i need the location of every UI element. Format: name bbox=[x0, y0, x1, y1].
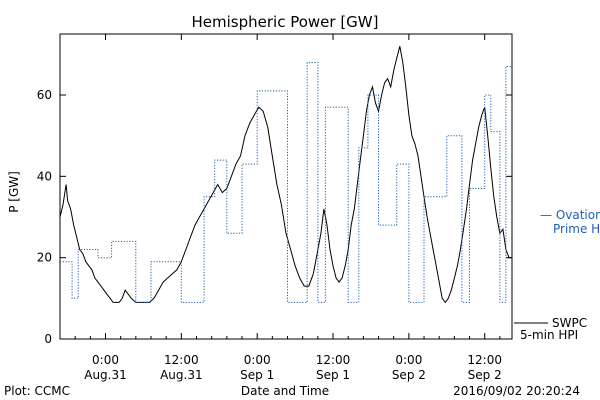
y-tick-label: 60 bbox=[37, 88, 52, 102]
x-tick-label-date: Sep 2 bbox=[468, 368, 502, 382]
swpc-hpi-line bbox=[59, 46, 512, 304]
chart-title: Hemispheric Power [GW] bbox=[192, 13, 379, 31]
plot-timestamp: 2016/09/02 20:20:24 bbox=[453, 384, 580, 398]
legend-swpc-line2: 5-min HPI bbox=[520, 328, 578, 342]
x-tick-label: 12:00 bbox=[316, 353, 351, 367]
ovation-prime-line bbox=[60, 62, 512, 303]
x-tick-label-date: Sep 1 bbox=[316, 368, 350, 382]
legend-ovation-line1: — Ovation bbox=[540, 208, 600, 222]
x-tick-label: 0:00 bbox=[395, 353, 422, 367]
legend-swpc-line1: SWPC bbox=[552, 316, 587, 330]
x-tick-label: 12:00 bbox=[164, 353, 199, 367]
x-tick-label-date: Aug.31 bbox=[160, 368, 203, 382]
y-tick-label: 20 bbox=[37, 251, 52, 265]
x-tick-label-date: Sep 1 bbox=[240, 368, 274, 382]
legend-ovation-line2: Prime HPI bbox=[553, 222, 600, 236]
x-tick-label-date: Sep 2 bbox=[392, 368, 426, 382]
y-tick-label: 0 bbox=[44, 332, 52, 346]
plot-credit: Plot: CCMC bbox=[4, 384, 70, 398]
x-tick-label-date: Aug.31 bbox=[84, 368, 127, 382]
y-axis-label: P [GW] bbox=[7, 171, 21, 213]
series-layer bbox=[59, 46, 512, 304]
x-tick-label: 12:00 bbox=[467, 353, 502, 367]
x-axis-label: Date and Time bbox=[241, 384, 329, 398]
y-tick-label: 40 bbox=[37, 169, 52, 183]
x-tick-label: 0:00 bbox=[92, 353, 119, 367]
x-tick-label: 0:00 bbox=[244, 353, 271, 367]
plot-area-frame bbox=[59, 33, 513, 340]
y-axis-ticks: 0 20 40 60 bbox=[37, 88, 512, 346]
